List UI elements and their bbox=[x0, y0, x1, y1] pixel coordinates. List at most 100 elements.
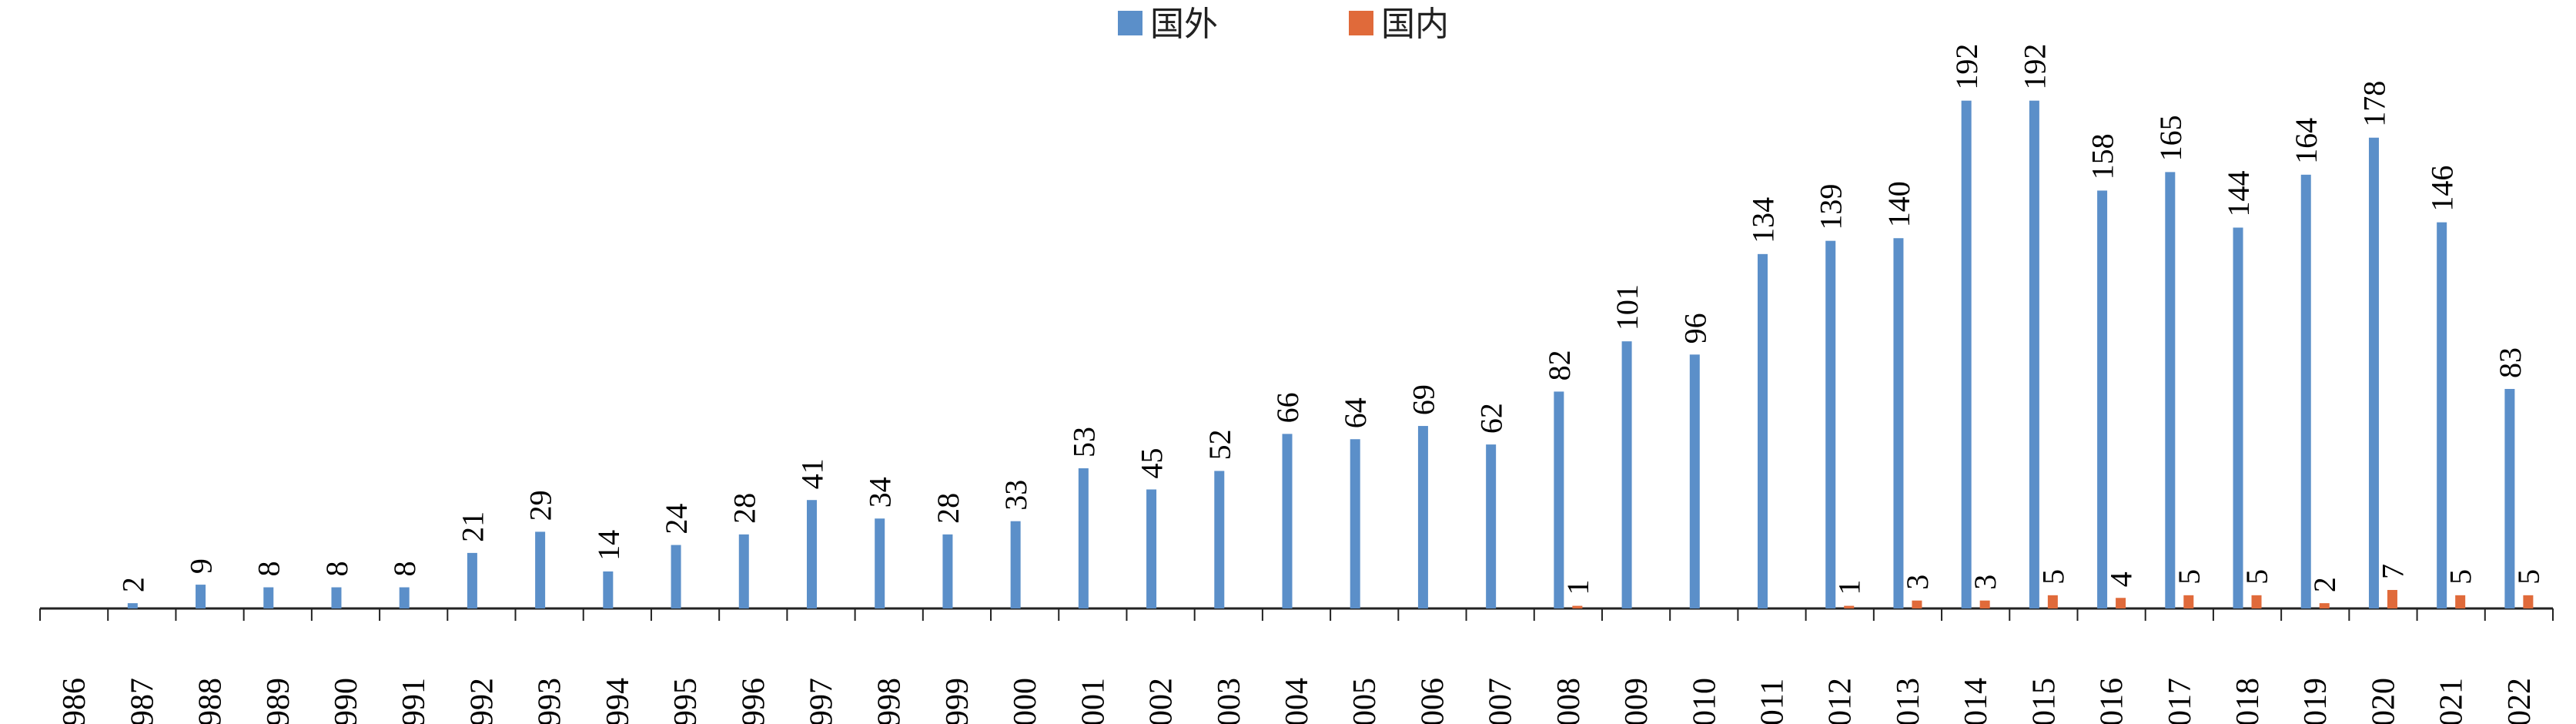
data-label-domestic-2015: 5 bbox=[2036, 569, 2070, 585]
x-tick-label-2006: 2006 bbox=[1415, 678, 1450, 724]
data-label-foreign-1997: 41 bbox=[795, 458, 829, 489]
bar-foreign-2016 bbox=[2097, 190, 2108, 609]
data-label-domestic-2017: 5 bbox=[2172, 569, 2206, 585]
data-label-foreign-2000: 33 bbox=[999, 480, 1033, 511]
bar-foreign-2000 bbox=[1010, 521, 1021, 608]
bar-domestic-2018 bbox=[2251, 595, 2262, 608]
data-label-foreign-1995: 24 bbox=[659, 504, 694, 535]
data-label-foreign-2017: 165 bbox=[2153, 115, 2188, 161]
data-label-foreign-2011: 134 bbox=[1746, 197, 1781, 243]
x-tick-label-1990: 1990 bbox=[329, 678, 364, 724]
x-tick-label-2003: 2003 bbox=[1212, 678, 1247, 724]
bar-foreign-2019 bbox=[2300, 174, 2311, 609]
data-label-domestic-2012: 1 bbox=[1832, 580, 1867, 595]
bar-foreign-1997 bbox=[806, 500, 817, 608]
x-tick-label-1992: 1992 bbox=[464, 678, 500, 724]
bar-foreign-2005 bbox=[1350, 439, 1360, 608]
x-tick-label-2020: 2020 bbox=[2366, 678, 2401, 724]
data-label-foreign-2014: 192 bbox=[1949, 44, 1984, 90]
data-label-foreign-2022: 83 bbox=[2493, 347, 2527, 378]
bar-foreign-1988 bbox=[196, 585, 206, 608]
bar-domestic-2017 bbox=[2183, 595, 2194, 608]
data-label-foreign-2012: 139 bbox=[1814, 184, 1848, 230]
x-tick-label-2002: 2002 bbox=[1144, 678, 1179, 724]
x-tick-label-2016: 2016 bbox=[2095, 678, 2130, 724]
x-tick-label-2001: 2001 bbox=[1076, 678, 1111, 724]
bar-domestic-2015 bbox=[2047, 595, 2058, 608]
data-label-foreign-1993: 29 bbox=[524, 490, 558, 521]
bar-foreign-1999 bbox=[942, 534, 953, 608]
data-label-foreign-2008: 82 bbox=[1542, 350, 1577, 380]
data-label-foreign-2021: 146 bbox=[2425, 166, 2460, 212]
bar-foreign-2001 bbox=[1078, 468, 1089, 608]
x-tick-label-1991: 1991 bbox=[396, 678, 432, 724]
bar-foreign-2006 bbox=[1417, 426, 1428, 608]
data-label-foreign-2009: 101 bbox=[1610, 284, 1644, 330]
data-label-foreign-2020: 178 bbox=[2357, 81, 2391, 127]
bar-foreign-1994 bbox=[603, 571, 614, 608]
plot-area: 1986 1987 1988 1989 1990 1991 1992 1993 1994 1995… bbox=[39, 44, 2554, 724]
bar-foreign-2014 bbox=[1961, 100, 1972, 608]
data-label-foreign-1998: 34 bbox=[863, 477, 898, 508]
bar-foreign-2002 bbox=[1146, 489, 1157, 608]
x-tick-label-1998: 1998 bbox=[872, 678, 908, 724]
x-tick-label-2004: 2004 bbox=[1280, 678, 1315, 724]
x-tick-label-2012: 2012 bbox=[1823, 678, 1858, 724]
x-tick-label-1988: 1988 bbox=[193, 678, 229, 724]
x-tick-label-2008: 2008 bbox=[1551, 678, 1587, 724]
bar-foreign-2012 bbox=[1825, 240, 1836, 608]
bar-foreign-2009 bbox=[1621, 341, 1632, 608]
x-tick-label-2010: 2010 bbox=[1687, 678, 1722, 724]
data-label-foreign-2005: 64 bbox=[1338, 397, 1373, 428]
bar-domestic-2012 bbox=[1844, 605, 1855, 608]
x-tick-label-1999: 1999 bbox=[940, 678, 975, 724]
x-tick-label-1993: 1993 bbox=[533, 678, 568, 724]
x-tick-label-1994: 1994 bbox=[601, 678, 636, 724]
bar-foreign-2020 bbox=[2368, 137, 2379, 609]
data-label-domestic-2018: 5 bbox=[2240, 569, 2274, 585]
x-tick-label-2021: 2021 bbox=[2434, 678, 2470, 724]
x-tick-label-2017: 2017 bbox=[2163, 678, 2198, 724]
bar-foreign-1993 bbox=[535, 531, 546, 608]
bar-foreign-2017 bbox=[2165, 172, 2176, 608]
x-tick-label-2022: 2022 bbox=[2502, 678, 2538, 724]
data-label-foreign-1994: 14 bbox=[591, 530, 626, 561]
legend-label-domestic: 国内 bbox=[1381, 5, 1449, 44]
data-label-foreign-2002: 45 bbox=[1135, 447, 1169, 478]
x-tick-label-1997: 1997 bbox=[804, 678, 839, 724]
x-tick-label-1989: 1989 bbox=[261, 678, 296, 724]
bar-domestic-2014 bbox=[1979, 600, 1990, 608]
bar-foreign-2008 bbox=[1554, 391, 1564, 608]
bar-foreign-2022 bbox=[2504, 388, 2515, 608]
data-label-foreign-2007: 62 bbox=[1474, 403, 1509, 434]
x-tick-label-2019: 2019 bbox=[2298, 678, 2333, 724]
data-label-domestic-2016: 4 bbox=[2104, 571, 2139, 587]
data-label-foreign-1996: 28 bbox=[727, 493, 761, 524]
x-tick-label-2015: 2015 bbox=[2026, 678, 2062, 724]
data-label-foreign-1989: 8 bbox=[252, 561, 286, 577]
x-tick-label-1987: 1987 bbox=[125, 678, 160, 724]
bar-foreign-1989 bbox=[263, 587, 274, 608]
data-label-foreign-1987: 2 bbox=[115, 577, 150, 592]
bar-foreign-1987 bbox=[127, 603, 138, 608]
data-label-foreign-2010: 96 bbox=[1678, 313, 1712, 344]
bar-domestic-2013 bbox=[1912, 600, 1922, 608]
bar-domestic-2020 bbox=[2387, 589, 2397, 608]
data-label-foreign-1988: 9 bbox=[184, 558, 219, 574]
bar-foreign-2003 bbox=[1214, 471, 1225, 608]
bar-foreign-2021 bbox=[2437, 222, 2447, 608]
x-tick-label-2005: 2005 bbox=[1347, 678, 1383, 724]
bar-foreign-2011 bbox=[1758, 253, 1768, 608]
x-tick-label-2018: 2018 bbox=[2230, 678, 2266, 724]
bar-domestic-2019 bbox=[2319, 603, 2330, 608]
data-label-foreign-2004: 66 bbox=[1270, 392, 1305, 423]
data-label-domestic-2013: 3 bbox=[1900, 575, 1935, 590]
data-label-foreign-1999: 28 bbox=[931, 493, 965, 524]
data-label-foreign-2006: 69 bbox=[1406, 384, 1440, 415]
data-label-domestic-2021: 5 bbox=[2444, 569, 2478, 585]
bar-foreign-2013 bbox=[1893, 238, 1904, 608]
legend-swatch-foreign bbox=[1118, 11, 1142, 35]
bar-foreign-2018 bbox=[2233, 227, 2243, 608]
data-label-foreign-2019: 164 bbox=[2289, 118, 2323, 164]
